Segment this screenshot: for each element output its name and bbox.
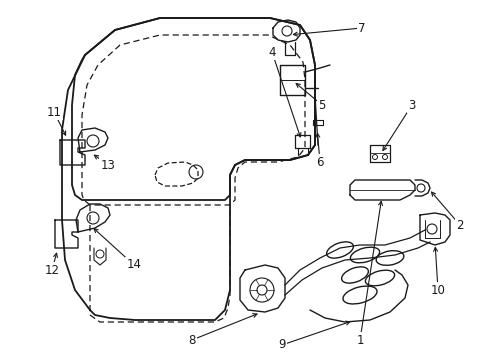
Text: 1: 1	[356, 333, 363, 346]
Text: 5: 5	[318, 99, 325, 112]
Text: 13: 13	[101, 158, 115, 171]
Text: 8: 8	[188, 333, 195, 346]
Text: 2: 2	[455, 219, 463, 231]
Text: 7: 7	[358, 22, 365, 35]
Text: 14: 14	[126, 258, 141, 271]
Text: 6: 6	[316, 156, 323, 168]
Text: 12: 12	[44, 264, 60, 276]
Text: 10: 10	[429, 284, 445, 297]
Text: 9: 9	[278, 338, 285, 351]
Text: 4: 4	[268, 45, 275, 59]
Text: 3: 3	[407, 99, 415, 112]
Text: 11: 11	[46, 105, 61, 118]
